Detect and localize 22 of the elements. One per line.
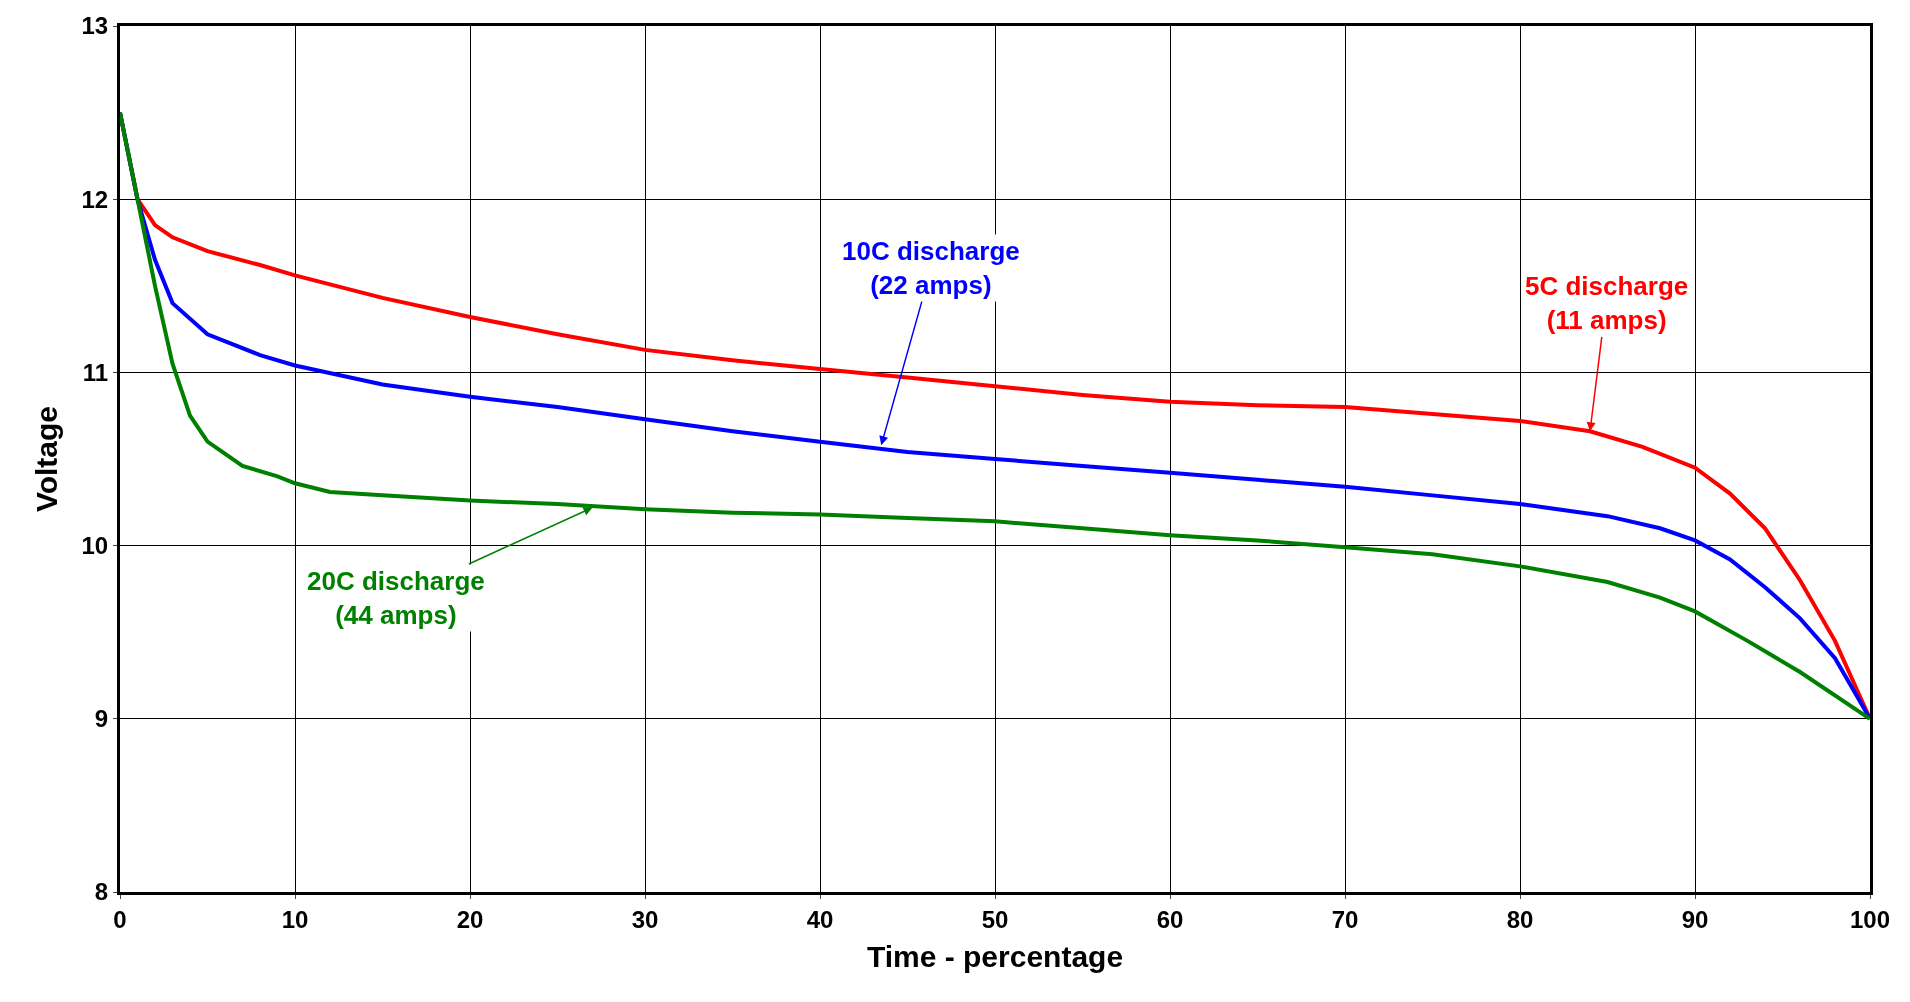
x-axis-title: Time - percentage: [866, 940, 1124, 974]
x-tick-label: 10: [281, 905, 309, 933]
x-tick-label: 90: [1681, 905, 1709, 933]
y-tick-label: 9: [94, 705, 109, 733]
x-tick-label: 70: [1331, 905, 1359, 933]
y-axis-title: Voltage: [30, 405, 64, 513]
y-tick-label: 11: [82, 358, 109, 386]
annotation: 10C discharge (22 amps): [842, 236, 1020, 300]
y-tick-label: 10: [81, 532, 109, 559]
y-tick-label: 13: [81, 12, 109, 40]
x-tick-label: 60: [1156, 905, 1184, 933]
x-tick-label: 100: [1849, 905, 1891, 933]
x-tick-label: 20: [456, 905, 484, 933]
x-tick-label: 30: [631, 905, 659, 933]
x-tick-label: 0: [113, 905, 127, 933]
annotation: 5C discharge (11 amps): [1525, 271, 1689, 335]
y-tick-label: 8: [94, 878, 109, 906]
y-tick-label: 12: [81, 185, 109, 213]
x-tick-label: 80: [1506, 905, 1534, 933]
x-tick-label: 50: [981, 905, 1009, 933]
annotation: 20C discharge (44 amps): [307, 566, 485, 630]
x-tick-label: 40: [806, 905, 834, 933]
